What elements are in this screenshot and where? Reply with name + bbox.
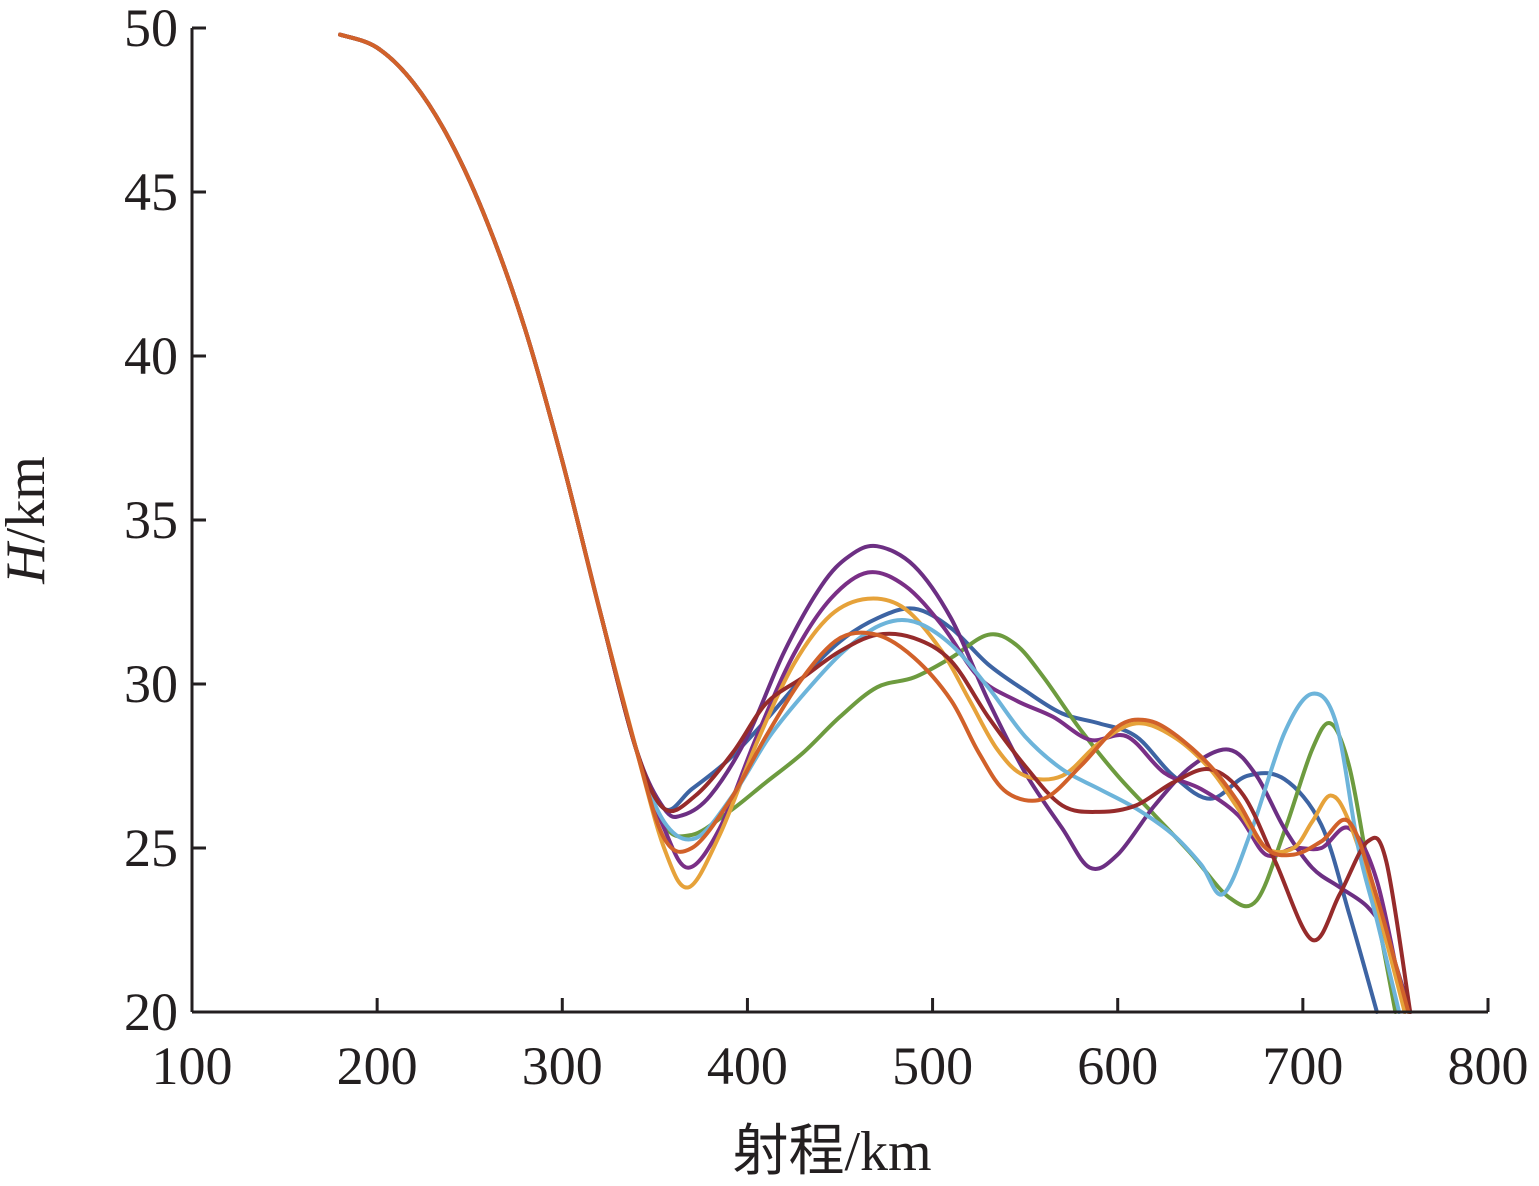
y-tick-label: 50 xyxy=(124,0,178,58)
y-tick-label: 35 xyxy=(124,490,178,550)
x-tick-label: 800 xyxy=(1448,1036,1529,1096)
y-tick-label: 30 xyxy=(124,654,178,714)
series-line-4 xyxy=(338,32,1407,1014)
y-axis-title-variable: H xyxy=(0,541,57,585)
series-line-1 xyxy=(338,32,1379,1014)
x-tick-label: 500 xyxy=(892,1036,973,1096)
y-ticks: 20 25 30 35 40 45 50 xyxy=(124,0,206,1042)
y-tick-label: 20 xyxy=(124,982,178,1042)
y-tick-label: 45 xyxy=(124,162,178,222)
x-tick-label: 300 xyxy=(522,1036,603,1096)
series-line-3 xyxy=(338,32,1413,1014)
x-tick-label: 100 xyxy=(152,1036,233,1096)
axes-layer xyxy=(190,28,1488,1014)
series-line-7 xyxy=(338,32,1413,1014)
y-axis-title: H/km xyxy=(0,456,57,585)
x-axis-title: 射程/km xyxy=(732,1121,931,1181)
y-axis-title-unit: /km xyxy=(0,456,57,543)
series-line-5 xyxy=(338,32,1407,1014)
series-layer xyxy=(338,32,1413,1014)
series-line-8 xyxy=(338,32,1411,1014)
series-line-6 xyxy=(338,32,1402,1014)
y-tick-label: 40 xyxy=(124,326,178,386)
x-tick-label: 700 xyxy=(1262,1036,1343,1096)
x-tick-label: 200 xyxy=(337,1036,418,1096)
x-tick-label: 400 xyxy=(707,1036,788,1096)
x-tick-label: 600 xyxy=(1077,1036,1158,1096)
x-ticks: 100 200 300 400 500 600 700 800 xyxy=(152,998,1529,1096)
y-tick-label: 25 xyxy=(124,818,178,878)
